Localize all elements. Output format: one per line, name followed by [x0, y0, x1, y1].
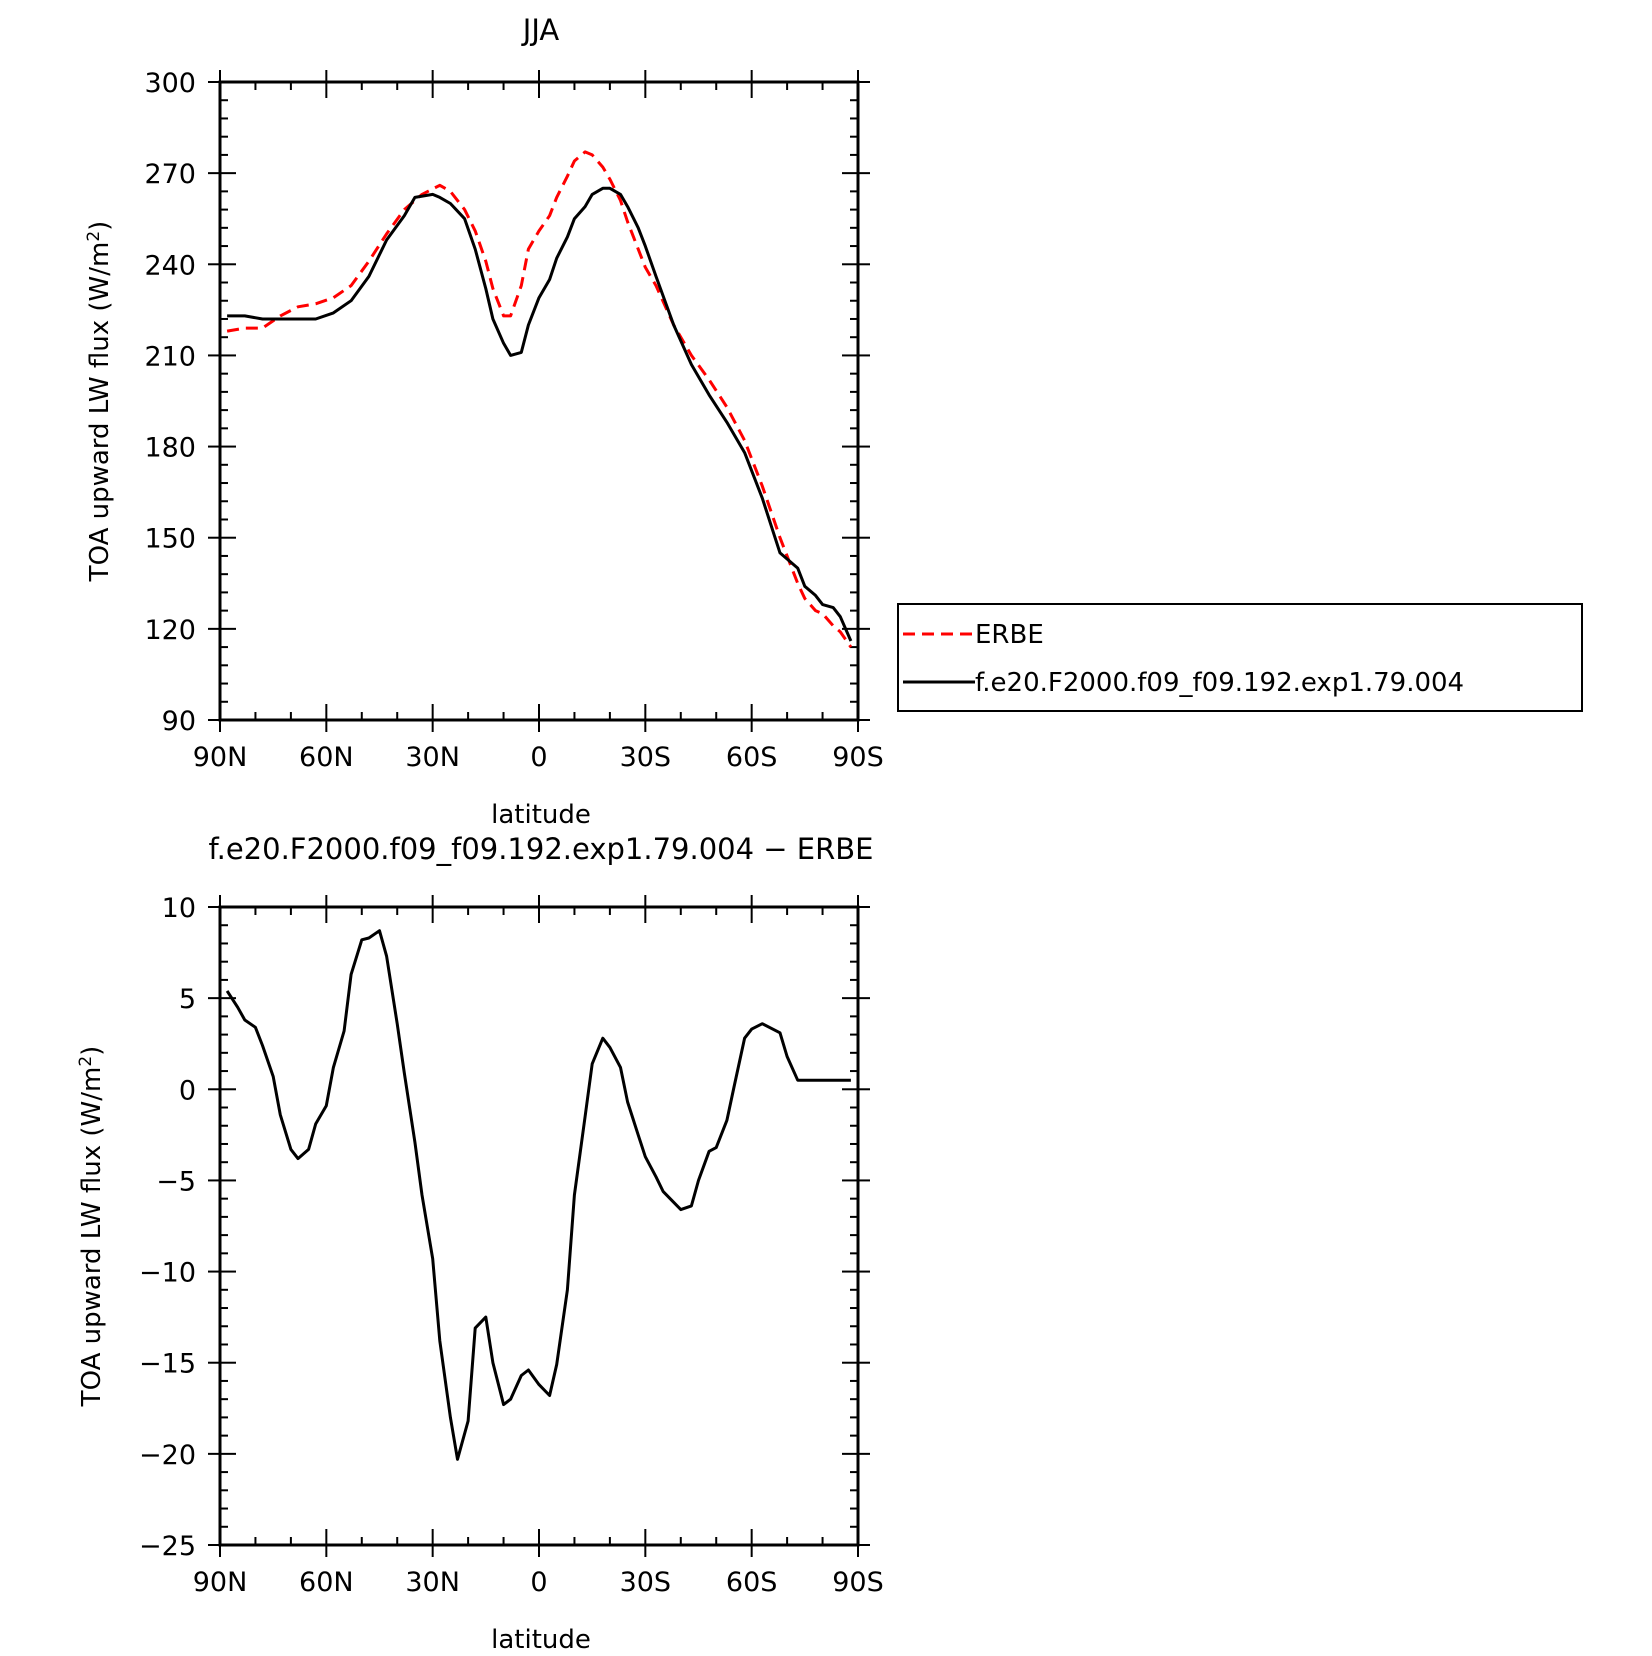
panel-bottom: f.e20.F2000.f09_f09.192.exp1.79.004 − ER…: [76, 832, 884, 1655]
bottom-x-tick-label: 30N: [405, 1567, 460, 1598]
legend-box: [897, 603, 1583, 712]
legend-label-erbe: ERBE: [975, 620, 1044, 650]
bottom-chart-title: f.e20.F2000.f09_f09.192.exp1.79.004 − ER…: [209, 832, 874, 866]
top-y-tick-label: 270: [144, 159, 196, 190]
top-y-tick-label: 210: [144, 341, 196, 372]
bottom-y-axis-label: TOA upward LW flux (W/m2): [76, 1046, 107, 1408]
bottom-series-line-difference: [225, 929, 851, 1461]
bottom-x-axis-label: latitude: [491, 1625, 591, 1652]
top-series-line-erbe: [226, 150, 853, 648]
bottom-y-tick-label: 10: [162, 893, 196, 924]
bottom-x-tick-label: 30S: [620, 1567, 672, 1598]
bottom-x-tick-label: 90S: [832, 1567, 884, 1598]
top-x-tick-label: 60N: [299, 742, 354, 773]
top-x-tick-label: 60S: [726, 742, 778, 773]
bottom-y-axis: −25 −20 −15 −10 −5 0 5 10: [139, 893, 870, 1562]
top-plot-frame: [218, 80, 860, 722]
bottom-x-tick-label: 60N: [299, 1567, 354, 1598]
top-x-axis-label: latitude: [491, 800, 591, 830]
bottom-y-tick-label: −25: [139, 1531, 196, 1562]
legend-label-model: f.e20.F2000.f09_f09.192.exp1.79.004: [975, 668, 1464, 698]
bottom-y-tick-label: −10: [139, 1258, 196, 1289]
top-y-tick-label: 120: [144, 615, 196, 646]
panel-top: JJA 90 120 150 180 210 240 270 300 90N 60N 30N 0 30…: [84, 13, 1583, 830]
top-y-tick-label: 90: [162, 706, 196, 737]
bottom-y-tick-label: 5: [179, 984, 196, 1015]
top-y-tick-label: 180: [144, 433, 196, 464]
bottom-y-tick-label: 0: [179, 1075, 196, 1106]
bottom-x-tick-label: 90N: [193, 1567, 248, 1598]
bottom-x-tick-label: 60S: [726, 1567, 778, 1598]
top-x-axis: 90N 60N 30N 0 30S 60S 90S: [193, 70, 884, 773]
top-series-line-model: [227, 186, 853, 642]
top-y-tick-label: 150: [144, 524, 196, 555]
top-y-axis-label: TOA upward LW flux (W/m2): [84, 221, 115, 583]
legend: ERBE f.e20.F2000.f09_f09.192.exp1.79.004: [897, 603, 1583, 712]
top-chart-title: JJA: [521, 13, 560, 47]
top-x-tick-label: 30S: [620, 742, 672, 773]
top-x-tick-label: 30N: [405, 742, 460, 773]
top-x-tick-label: 0: [530, 742, 547, 773]
top-y-tick-label: 300: [144, 68, 196, 99]
bottom-series-group: [225, 929, 851, 1461]
bottom-y-tick-label: −20: [139, 1440, 196, 1471]
top-x-tick-label: 90S: [832, 742, 884, 773]
bottom-y-tick-label: −5: [156, 1166, 196, 1197]
top-x-tick-label: 90N: [193, 742, 248, 773]
top-y-axis: 90 120 150 180 210 240 270 300: [144, 68, 870, 737]
bottom-y-tick-label: −15: [139, 1349, 196, 1380]
bottom-x-tick-label: 0: [530, 1567, 547, 1598]
bottom-x-axis: 90N 60N 30N 0 30S 60S 90S: [193, 895, 884, 1598]
top-series-group: [226, 150, 853, 648]
top-y-tick-label: 240: [144, 250, 196, 281]
bottom-plot-frame: [218, 905, 860, 1547]
